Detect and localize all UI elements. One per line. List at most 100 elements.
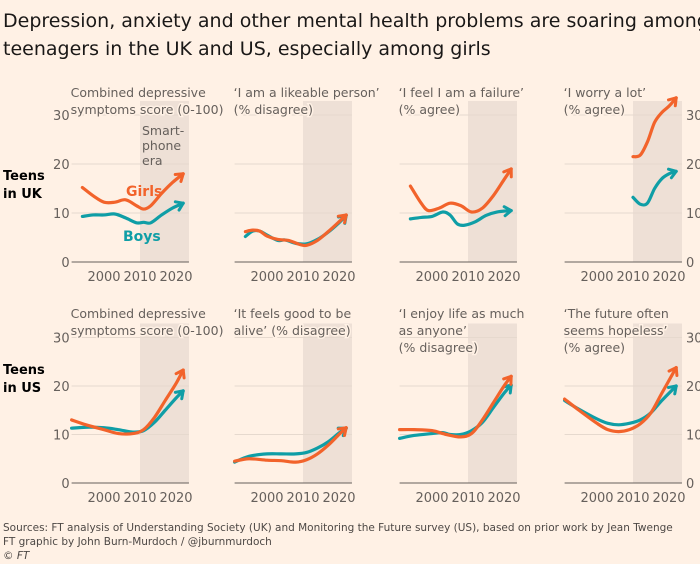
arrowhead-girls [336,426,348,438]
x-tick-label: 2020 [159,270,192,285]
panel-title-line: alive’ (% disagree) [234,323,351,338]
x-tick-label: 2020 [652,491,685,506]
y-tick-label: 0 [61,256,69,271]
y-tick-label: 20 [53,380,70,395]
smartphone-era-shade [468,101,517,262]
panel-title-line: Combined depressive [71,306,206,321]
panel-1-1: 2000 2010 2020 ‘It feels good to be alive’ (… [232,305,355,507]
x-tick-label: 2010 [123,270,156,285]
panel-title-line: seems hopeless’ [564,323,668,338]
panel-title-line: symptoms score (0-100) [71,102,224,117]
y-tick-label: 30 [53,109,70,124]
panel-title-line: ‘It feels good to be [234,306,352,321]
y-tick-label: 10 [686,207,700,222]
x-tick-label: 2020 [652,270,685,285]
panel-title-line: Combined depressive [71,85,206,100]
y-tick-label: 20 [686,380,700,395]
series-line-girls [563,365,678,434]
series-line-boys [398,383,513,440]
panel-title-line: ‘I enjoy life as much [399,306,525,321]
footer-credit: FT graphic by John Burn-Murdoch / @jburn… [3,536,272,548]
x-tick-label: 2010 [286,491,319,506]
x-tick-label: 2020 [159,491,192,506]
arrowhead-boys [666,384,678,396]
smartphone-era-label: era [142,153,163,168]
footer-sources: Sources: FT analysis of Understanding So… [3,522,673,534]
x-tick-label: 2020 [322,270,355,285]
arrowhead-boys [173,389,185,401]
arrowhead-boys [666,167,678,180]
arrowhead-girls [173,172,185,183]
panel-title-line: (% agree) [399,102,460,117]
panel-title-line: (% agree) [564,340,625,355]
row-label-line: Teens [3,169,45,184]
y-tick-label: 10 [686,429,700,444]
x-tick-label: 2020 [487,270,520,285]
y-tick-label: 30 [53,332,70,347]
series-line-girls [631,96,678,159]
panel-0-1: 2000 2010 2020 ‘I am a likeable person’ (% d… [232,84,381,286]
x-tick-label: 2000 [580,491,613,506]
chart-title-line-1: Depression, anxiety and other mental hea… [3,10,700,32]
y-tick-label: 20 [686,158,700,173]
arrowhead-girls [336,213,348,225]
y-tick-label: 0 [686,477,694,492]
arrowhead-girls [502,374,513,386]
series-line-boys [631,169,678,207]
x-tick-label: 2020 [487,491,520,506]
smartphone-era-label: Smart- [142,123,184,138]
x-tick-label: 2000 [415,270,448,285]
x-tick-label: 2010 [286,270,319,285]
series-line-boys [80,201,185,225]
panel-title-line: ‘The future often [564,306,669,321]
row-label-line: in UK [3,187,43,202]
row-label-line: in US [3,381,41,396]
y-tick-label: 10 [53,207,70,222]
x-tick-label: 2000 [250,270,283,285]
chart-title-line-2: teenagers in the UK and US, especially a… [3,38,491,60]
series-line-girls [80,172,185,211]
arrowhead-boys [173,200,185,212]
series-line-boys [408,208,513,227]
y-tick-label: 20 [53,158,70,173]
footer-copyright: © FT [3,550,31,562]
row-label-line: Teens [3,363,45,378]
x-tick-label: 2010 [616,491,649,506]
x-tick-label: 2000 [415,491,448,506]
x-tick-label: 2010 [123,491,156,506]
x-tick-label: 2010 [451,491,484,506]
panel-title-line: (% disagree) [234,102,313,117]
panel-title-line: ‘I worry a lot’ [564,85,647,100]
x-tick-label: 2000 [580,270,613,285]
row-label-1: Teens in US [3,363,45,396]
panel-title-line: symptoms score (0-100) [71,323,224,338]
y-tick-label: 30 [686,332,700,347]
smartphone-era-shade [303,101,352,262]
panel-0-2: 2000 2010 2020 ‘I feel I am a failure’ (% ag… [397,84,525,286]
x-tick-label: 2010 [616,270,649,285]
smartphone-era-label: phone [142,138,181,153]
panel-title-line: ‘I feel I am a failure’ [399,85,524,100]
arrowhead-girls [667,366,679,378]
x-tick-label: 2020 [322,491,355,506]
y-tick-label: 0 [61,477,69,492]
arrowhead-girls [174,368,186,380]
panel-title-line: as anyone’ [399,323,467,338]
series-line-girls [70,368,185,436]
x-tick-label: 2010 [451,270,484,285]
panel-1-2: 2000 2010 2020 ‘I enjoy life as much as anyo… [397,305,526,507]
series-line-girls [243,213,348,248]
y-tick-label: 0 [686,256,694,271]
series-line-girls [233,426,348,464]
series-line-boys [233,426,348,464]
panel-title-line: (% disagree) [399,340,478,355]
x-tick-label: 2000 [250,491,283,506]
series-line-girls [398,374,513,439]
row-label-0: Teens in UK [3,169,45,202]
